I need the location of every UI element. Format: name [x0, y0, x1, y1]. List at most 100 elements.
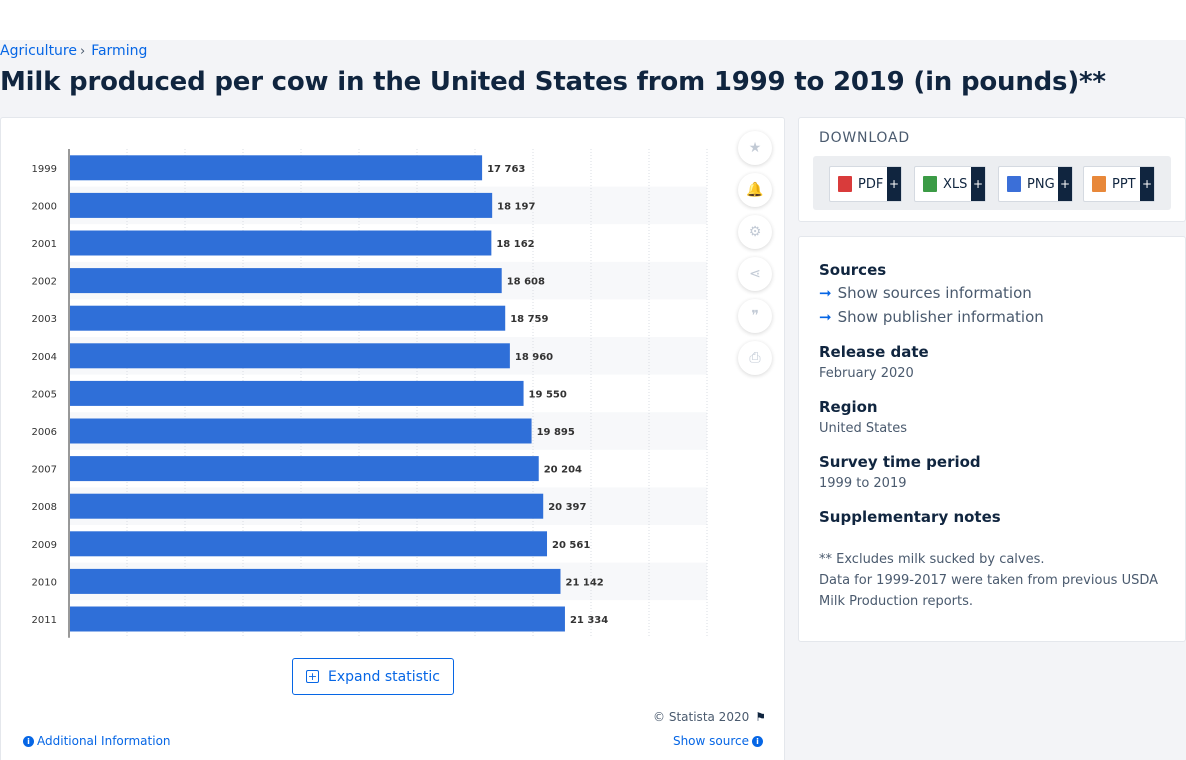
download-pdf-label: PDF — [858, 176, 884, 192]
supplementary-note-2: Data for 1999-2017 were taken from previ… — [819, 573, 1159, 609]
y-tick-label: 1999 — [32, 164, 57, 175]
y-tick-label: 2002 — [32, 277, 57, 288]
data-label: 20 561 — [552, 540, 590, 551]
y-tick-label: 2011 — [32, 615, 57, 626]
breadcrumb: Agriculture › Farming — [0, 43, 147, 59]
download-png-button[interactable]: PNG + — [998, 166, 1073, 202]
bar — [70, 456, 539, 482]
breadcrumb-agriculture[interactable]: Agriculture — [0, 43, 77, 59]
star-icon[interactable]: ★ — [738, 131, 772, 165]
bar — [70, 230, 492, 256]
breadcrumb-farming[interactable]: Farming — [91, 43, 148, 59]
bar — [70, 268, 502, 294]
copyright-text: © Statista 2020 — [653, 710, 750, 724]
breadcrumb-separator: › — [80, 43, 86, 59]
supplementary-notes-label: Supplementary notes — [819, 508, 1001, 526]
y-tick-label: 2008 — [32, 502, 57, 513]
additional-information-link[interactable]: i Additional Information — [20, 734, 171, 748]
arrow-right-icon: ➞ — [819, 308, 832, 326]
release-date-label: Release date — [819, 343, 929, 361]
gear-icon[interactable]: ⚙ — [738, 215, 772, 249]
xls-more-icon[interactable]: + — [971, 167, 985, 201]
y-tick-label: 2007 — [32, 465, 57, 476]
xls-file-icon — [923, 176, 937, 192]
details-card: Sources ➞ Show sources information ➞ Sho… — [798, 236, 1186, 642]
y-tick-label: 2009 — [32, 540, 57, 551]
bar — [70, 531, 548, 557]
data-label: 18 759 — [510, 314, 548, 325]
expand-statistic-label: Expand statistic — [328, 668, 440, 685]
chart-card: 1999 17 763 2000 18 197 2001 18 162 2002 18 608… — [0, 117, 785, 760]
data-label: 20 397 — [548, 502, 586, 513]
download-pdf-button[interactable]: PDF + — [829, 166, 902, 202]
y-tick-label: 2004 — [32, 352, 57, 363]
data-label: 21 142 — [565, 577, 603, 588]
download-bar: PDF + XLS + PNG + PPT + — [813, 156, 1171, 210]
pdf-more-icon[interactable]: + — [887, 167, 901, 201]
release-date-value: February 2020 — [819, 366, 914, 381]
png-more-icon[interactable]: + — [1058, 167, 1072, 201]
bar — [70, 568, 561, 594]
bar — [70, 343, 510, 369]
ppt-more-icon[interactable]: + — [1140, 167, 1154, 201]
download-png-label: PNG — [1027, 176, 1055, 192]
y-tick-label: 2000 — [32, 201, 57, 212]
arrow-right-icon: ➞ — [819, 284, 832, 302]
show-source-label: Show source — [672, 734, 749, 748]
copyright: © Statista 2020 ⚑ — [653, 710, 766, 724]
download-xls-button[interactable]: XLS + — [914, 166, 986, 202]
bar — [70, 380, 524, 406]
survey-period-value: 1999 to 2019 — [819, 476, 907, 491]
y-tick-label: 2005 — [32, 389, 57, 400]
survey-period-label: Survey time period — [819, 453, 981, 471]
info-icon: i — [23, 735, 34, 747]
data-label: 19 550 — [529, 389, 567, 400]
top-bar — [0, 0, 1186, 40]
bar — [70, 418, 532, 444]
data-label: 18 162 — [496, 239, 534, 250]
page-title: Milk produced per cow in the United Stat… — [0, 67, 1106, 97]
bar — [70, 155, 483, 181]
region-label: Region — [819, 398, 878, 416]
data-label: 18 960 — [515, 352, 553, 363]
bar — [70, 493, 544, 519]
bar — [70, 606, 565, 632]
expand-statistic-button[interactable]: + Expand statistic — [292, 658, 454, 695]
ppt-file-icon — [1092, 176, 1106, 192]
pdf-file-icon — [838, 176, 852, 192]
sources-label: Sources — [819, 261, 887, 279]
bell-icon[interactable]: 🔔 — [738, 173, 772, 207]
bar — [70, 305, 506, 331]
download-ppt-button[interactable]: PPT + — [1083, 166, 1155, 202]
data-label: 21 334 — [570, 615, 608, 626]
download-xls-label: XLS — [943, 176, 968, 192]
share-icon[interactable]: ⋖ — [738, 257, 772, 291]
y-tick-label: 2010 — [32, 577, 57, 588]
show-publisher-label: Show publisher information — [837, 308, 1044, 326]
data-label: 18 197 — [497, 201, 535, 212]
additional-information-label: Additional Information — [37, 734, 171, 748]
bar — [70, 192, 493, 218]
region-value: United States — [819, 421, 908, 436]
data-label: 17 763 — [487, 164, 525, 175]
chart-tools: ★ 🔔 ⚙ ⋖ ❞ ⎙ — [738, 131, 774, 383]
supplementary-note-1: ** Excludes milk sucked by calves. — [819, 552, 1045, 567]
show-source-link[interactable]: Show source i — [673, 734, 766, 748]
download-title: DOWNLOAD — [819, 130, 910, 146]
show-publisher-link[interactable]: ➞ Show publisher information — [819, 308, 1044, 326]
data-label: 20 204 — [544, 465, 582, 476]
expand-plus-icon: + — [306, 670, 320, 683]
bar-chart: 1999 17 763 2000 18 197 2001 18 162 2002 18 608… — [32, 149, 708, 638]
png-file-icon — [1007, 176, 1021, 192]
data-label: 18 608 — [507, 277, 545, 288]
show-sources-link[interactable]: ➞ Show sources information — [819, 284, 1032, 302]
download-card: DOWNLOAD PDF + XLS + PNG + PPT + — [798, 117, 1186, 222]
info-icon: i — [752, 735, 763, 747]
data-label: 19 895 — [537, 427, 575, 438]
print-icon[interactable]: ⎙ — [738, 341, 772, 375]
flag-icon[interactable]: ⚑ — [755, 710, 766, 724]
show-sources-label: Show sources information — [837, 284, 1032, 302]
download-ppt-label: PPT — [1112, 176, 1136, 192]
y-tick-label: 2003 — [32, 314, 57, 325]
quote-icon[interactable]: ❞ — [738, 299, 772, 333]
